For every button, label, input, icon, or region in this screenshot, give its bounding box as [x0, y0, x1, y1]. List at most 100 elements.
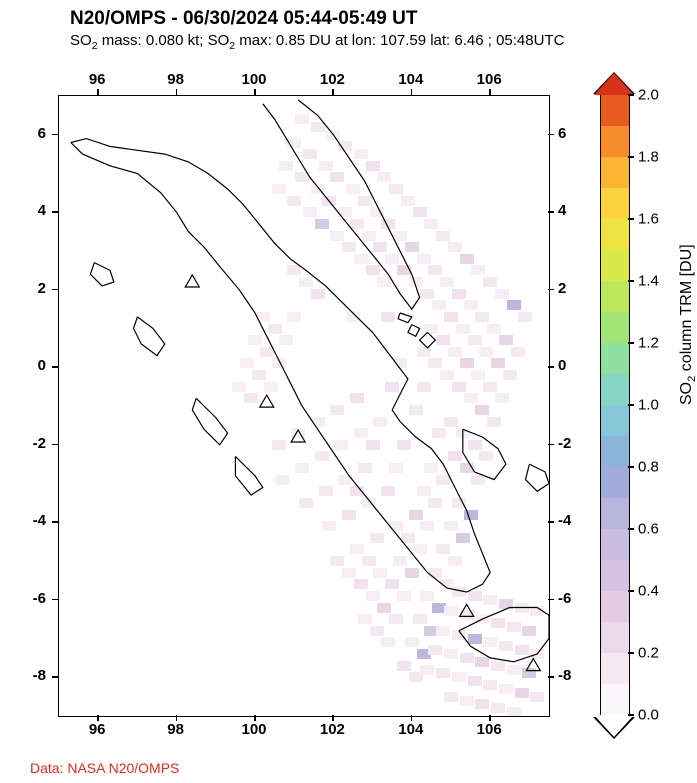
colorbar-segment — [600, 374, 630, 405]
colorbar-segment — [600, 281, 630, 312]
coastline — [263, 100, 420, 309]
volcano-icon — [260, 395, 274, 407]
axis-tick-label: -8 — [558, 667, 571, 684]
coastline — [420, 332, 436, 348]
colorbar-segment — [600, 436, 630, 467]
coastline — [235, 456, 262, 495]
axis-tick-label: 0 — [558, 357, 566, 374]
axis-tick-label: -4 — [558, 512, 571, 529]
axis-tick-label: 4 — [38, 202, 46, 219]
colorbar-segment — [600, 622, 630, 653]
map-frame — [58, 95, 550, 717]
volcano-icon — [460, 604, 474, 616]
colorbar-tick — [628, 342, 634, 344]
axis-tick-label: 100 — [241, 721, 266, 738]
coastline — [463, 429, 506, 479]
axis-tick-label: -6 — [558, 590, 571, 607]
colorbar-tick — [628, 652, 634, 654]
coastline — [134, 317, 165, 356]
colorbar-tick — [628, 404, 634, 406]
colorbar-tick — [628, 280, 634, 282]
axis-tick-label: 0 — [38, 357, 46, 374]
coastline — [71, 139, 490, 592]
axis-tick-label: 96 — [89, 71, 106, 88]
coastline — [90, 263, 114, 286]
axis-tick — [52, 599, 58, 601]
axis-tick-label: 2 — [558, 280, 566, 297]
axis-tick-label: 6 — [558, 125, 566, 142]
colorbar-tick — [628, 156, 634, 158]
axis-tick — [52, 134, 58, 136]
colorbar-tick-label: 0.4 — [638, 583, 659, 600]
chart-title: N20/OMPS - 06/30/2024 05:44-05:49 UT — [70, 8, 564, 30]
axis-tick — [52, 676, 58, 678]
coastline-layer — [59, 96, 549, 716]
colorbar-segment — [600, 653, 630, 684]
chart-subtitle: SO2 mass: 0.080 kt; SO2 max: 0.85 DU at … — [70, 32, 564, 52]
colorbar-segment — [600, 498, 630, 529]
axis-tick — [411, 89, 413, 95]
axis-tick — [52, 211, 58, 213]
colorbar-tick-label: 1.8 — [638, 149, 659, 166]
coastline — [408, 325, 420, 337]
axis-tick — [548, 366, 554, 368]
axis-tick — [548, 289, 554, 291]
colorbar-tick — [628, 528, 634, 530]
volcano-icon — [291, 430, 305, 442]
colorbar-tick — [628, 590, 634, 592]
axis-tick-label: -2 — [33, 435, 46, 452]
colorbar-segment — [600, 560, 630, 591]
axis-tick-label: 96 — [89, 721, 106, 738]
colorbar-tick-label: 0.0 — [638, 707, 659, 724]
colorbar-segment — [600, 591, 630, 622]
colorbar-tick-label: 0.6 — [638, 521, 659, 538]
volcano-icon — [185, 275, 199, 287]
colorbar-under-triangle — [594, 715, 634, 737]
colorbar-segment — [600, 405, 630, 436]
colorbar-segment — [600, 684, 630, 715]
colorbar-tick-label: 0.8 — [638, 459, 659, 476]
axis-tick-label: 102 — [320, 71, 345, 88]
colorbar-segment — [600, 188, 630, 219]
colorbar-tick-label: 0.2 — [638, 645, 659, 662]
coastline — [398, 313, 412, 323]
colorbar-tick — [628, 218, 634, 220]
colorbar-tick-label: 1.6 — [638, 211, 659, 228]
axis-tick — [332, 89, 334, 95]
axis-tick-label: 4 — [558, 202, 566, 219]
colorbar-segment — [600, 312, 630, 343]
axis-tick — [176, 89, 178, 95]
axis-tick-label: 98 — [167, 721, 184, 738]
colorbar-segment — [600, 126, 630, 157]
axis-tick — [548, 676, 554, 678]
axis-tick — [548, 521, 554, 523]
data-credit: Data: NASA N20/OMPS — [30, 760, 179, 776]
colorbar-tick — [628, 466, 634, 468]
volcano-icon — [526, 659, 540, 671]
axis-tick-label: 98 — [167, 71, 184, 88]
axis-tick-label: 6 — [38, 125, 46, 142]
colorbar-tick-label: 1.0 — [638, 397, 659, 414]
axis-tick-label: 102 — [320, 721, 345, 738]
colorbar-segment — [600, 157, 630, 188]
colorbar-segment — [600, 250, 630, 281]
coastline — [526, 464, 550, 491]
coastline — [192, 398, 227, 445]
colorbar-over-triangle — [594, 73, 634, 95]
axis-tick — [52, 366, 58, 368]
colorbar-title: SO2 column TRM [DU] — [678, 244, 697, 405]
axis-tick-label: 104 — [398, 71, 423, 88]
axis-tick — [52, 444, 58, 446]
colorbar-segment — [600, 95, 630, 126]
axis-tick — [548, 134, 554, 136]
colorbar-segment — [600, 467, 630, 498]
axis-tick — [489, 89, 491, 95]
axis-tick-label: -2 — [558, 435, 571, 452]
axis-tick-label: 106 — [477, 71, 502, 88]
axis-tick — [548, 599, 554, 601]
axis-tick-label: -4 — [33, 512, 46, 529]
axis-tick-label: 100 — [241, 71, 266, 88]
coastline — [459, 608, 549, 662]
colorbar-tick-label: 2.0 — [638, 87, 659, 104]
axis-tick — [97, 89, 99, 95]
